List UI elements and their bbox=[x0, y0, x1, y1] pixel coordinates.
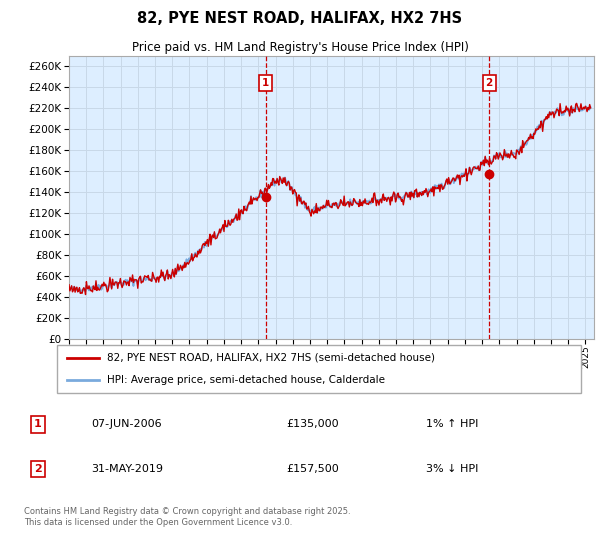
FancyBboxPatch shape bbox=[56, 346, 581, 393]
Text: 07-JUN-2006: 07-JUN-2006 bbox=[91, 419, 161, 429]
Text: 2: 2 bbox=[485, 78, 493, 88]
Text: 82, PYE NEST ROAD, HALIFAX, HX2 7HS: 82, PYE NEST ROAD, HALIFAX, HX2 7HS bbox=[137, 11, 463, 26]
Text: 31-MAY-2019: 31-MAY-2019 bbox=[91, 464, 163, 474]
Text: Price paid vs. HM Land Registry's House Price Index (HPI): Price paid vs. HM Land Registry's House … bbox=[131, 41, 469, 54]
Text: 82, PYE NEST ROAD, HALIFAX, HX2 7HS (semi-detached house): 82, PYE NEST ROAD, HALIFAX, HX2 7HS (sem… bbox=[107, 353, 435, 363]
Text: £135,000: £135,000 bbox=[286, 419, 339, 429]
Text: HPI: Average price, semi-detached house, Calderdale: HPI: Average price, semi-detached house,… bbox=[107, 375, 385, 385]
Text: 3% ↓ HPI: 3% ↓ HPI bbox=[426, 464, 478, 474]
Text: 1% ↑ HPI: 1% ↑ HPI bbox=[426, 419, 478, 429]
Text: Contains HM Land Registry data © Crown copyright and database right 2025.
This d: Contains HM Land Registry data © Crown c… bbox=[24, 507, 350, 526]
Text: 2: 2 bbox=[34, 464, 42, 474]
Text: £157,500: £157,500 bbox=[286, 464, 339, 474]
Text: 1: 1 bbox=[34, 419, 42, 429]
Text: 1: 1 bbox=[262, 78, 269, 88]
